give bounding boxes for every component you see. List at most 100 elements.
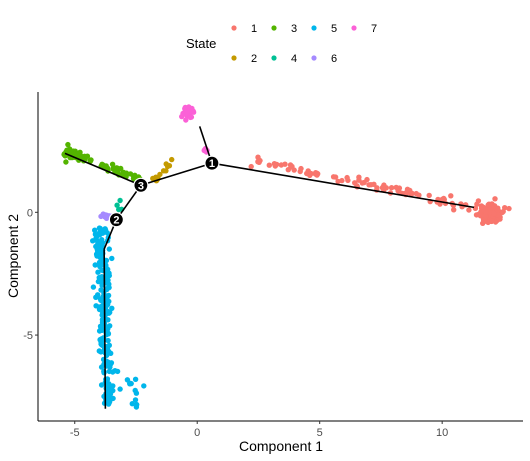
point-state-1 — [491, 210, 497, 217]
point-state-3 — [127, 171, 134, 177]
point-state-1 — [477, 213, 484, 219]
trajectory-segment — [103, 249, 107, 409]
point-state-5 — [114, 368, 121, 375]
point-state-7 — [188, 114, 195, 120]
point-state-1 — [366, 182, 372, 188]
point-state-1 — [344, 174, 350, 181]
point-state-3 — [77, 149, 83, 155]
point-state-5 — [104, 376, 111, 382]
point-state-1 — [488, 218, 494, 224]
point-state-5 — [105, 392, 111, 398]
point-state-2 — [163, 168, 169, 174]
point-state-5 — [101, 361, 107, 367]
point-state-5 — [106, 298, 112, 305]
point-state-7 — [183, 109, 189, 115]
point-state-1 — [448, 193, 454, 199]
point-state-5 — [96, 304, 102, 310]
point-state-1 — [285, 167, 291, 173]
point-state-5 — [132, 397, 139, 403]
legend-title: State — [186, 36, 216, 51]
legend-label-7: 7 — [371, 23, 377, 35]
point-state-5 — [98, 278, 104, 284]
point-state-5 — [105, 277, 111, 283]
x-tick-label: 0 — [194, 427, 200, 439]
point-state-5 — [127, 381, 133, 387]
point-state-1 — [304, 170, 310, 177]
point-state-1 — [359, 180, 365, 186]
legend: State 1 2 3 4 5 6 7 — [186, 23, 377, 65]
point-state-2 — [163, 161, 169, 167]
point-state-1 — [332, 174, 339, 180]
point-state-5 — [98, 287, 104, 293]
legend-key-7 — [351, 25, 357, 31]
point-state-5 — [124, 377, 131, 383]
point-state-5 — [117, 386, 123, 392]
point-state-5 — [96, 241, 103, 247]
point-state-1 — [289, 163, 295, 170]
point-state-5 — [108, 360, 115, 366]
point-state-3 — [109, 161, 116, 167]
point-state-1 — [485, 202, 491, 208]
point-state-5 — [107, 309, 113, 315]
point-state-5 — [133, 390, 140, 396]
y-axis-title: Component 2 — [5, 214, 21, 298]
point-state-1 — [255, 154, 261, 160]
point-state-4 — [116, 206, 122, 213]
point-state-1 — [407, 187, 413, 194]
point-state-1 — [396, 188, 402, 195]
trajectory-segment — [211, 162, 475, 209]
point-state-3 — [119, 171, 126, 177]
branch-point-2 — [108, 212, 124, 228]
point-state-2 — [169, 156, 175, 163]
branch-label-3: 3 — [138, 180, 144, 192]
point-state-5 — [133, 404, 140, 410]
axes: -5 0 5 10 -5 0 — [23, 92, 523, 439]
branch-label-2: 2 — [113, 215, 119, 227]
point-state-1 — [339, 177, 345, 184]
point-state-3 — [113, 165, 120, 171]
point-state-3 — [63, 159, 69, 165]
point-state-1 — [297, 168, 303, 175]
point-state-1 — [480, 217, 487, 224]
point-state-5 — [92, 262, 98, 268]
point-state-5 — [93, 237, 100, 243]
point-state-4 — [117, 197, 123, 204]
point-state-4 — [114, 202, 120, 208]
point-state-5 — [96, 328, 103, 334]
point-state-1 — [482, 208, 489, 215]
point-state-1 — [473, 212, 480, 218]
point-state-5 — [98, 339, 104, 345]
point-state-3 — [132, 172, 138, 178]
y-tick-label: -5 — [23, 330, 33, 342]
x-tick-label: 10 — [436, 427, 448, 439]
trajectory-lines — [64, 126, 475, 409]
point-state-5 — [109, 255, 115, 262]
x-tick-label: 5 — [317, 427, 323, 439]
point-state-3 — [68, 149, 74, 155]
point-state-1 — [506, 205, 512, 212]
legend-key-2 — [231, 55, 237, 61]
point-state-5 — [110, 369, 116, 375]
point-state-1 — [492, 196, 498, 202]
point-state-7 — [183, 117, 189, 123]
point-state-1 — [266, 162, 272, 168]
point-state-1 — [500, 208, 506, 215]
point-state-5 — [95, 292, 101, 298]
point-state-5 — [106, 246, 113, 252]
point-state-1 — [312, 171, 319, 177]
point-state-1 — [439, 196, 445, 203]
point-state-5 — [107, 398, 113, 405]
trajectory-segment — [64, 152, 142, 187]
point-state-1 — [475, 198, 482, 204]
x-axis-title: Component 1 — [239, 438, 323, 454]
legend-label-1: 1 — [251, 23, 257, 35]
point-state-7 — [190, 109, 197, 115]
point-state-1 — [494, 205, 500, 211]
point-state-1 — [388, 185, 395, 191]
legend-label-3: 3 — [291, 23, 297, 35]
point-state-5 — [96, 348, 103, 354]
point-state-1 — [278, 162, 284, 168]
point-state-1 — [255, 159, 261, 165]
legend-label-6: 6 — [331, 53, 337, 65]
